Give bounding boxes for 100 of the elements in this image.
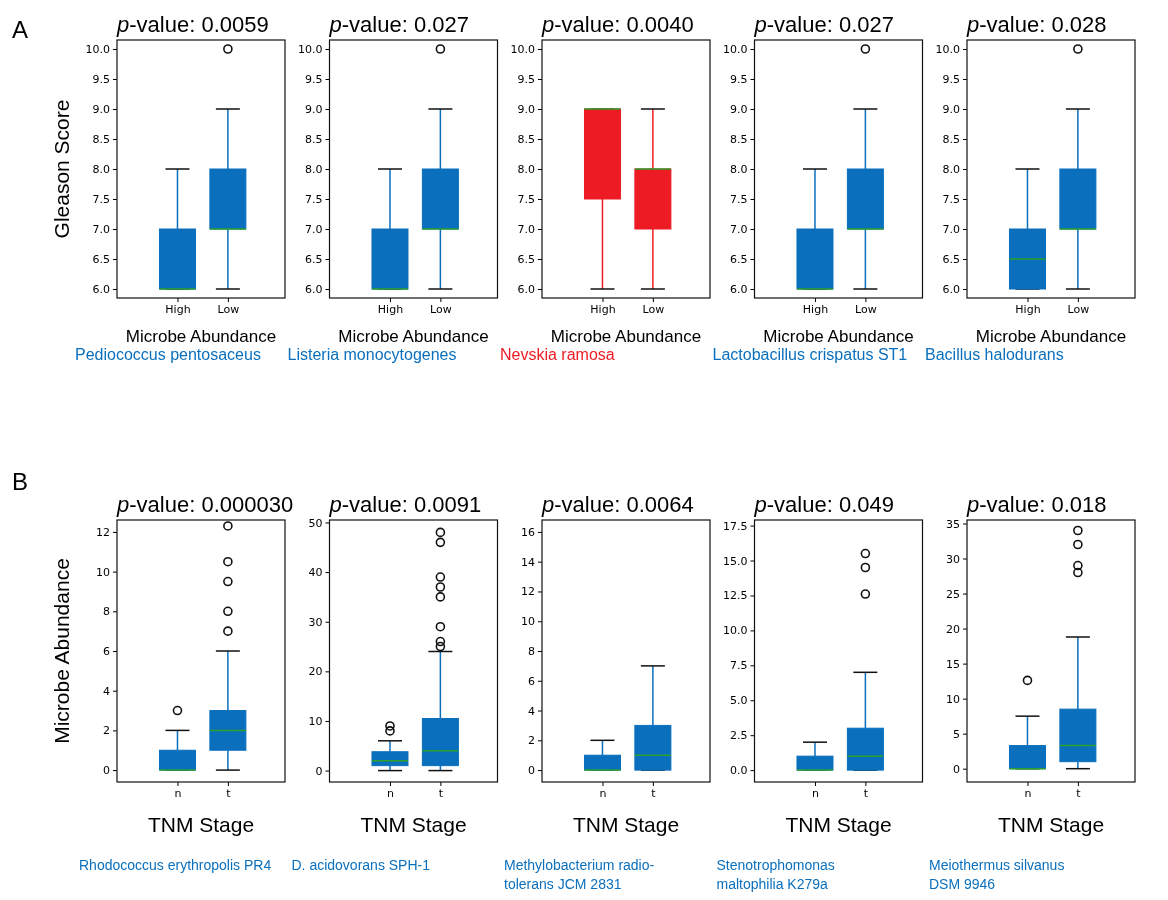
x-axis-title: Microbe Abundance xyxy=(763,327,914,346)
y-axis-title: Microbe Abundance xyxy=(50,558,73,744)
y-tick-label: 7.0 xyxy=(517,223,535,237)
y-tick-label: 10 xyxy=(521,615,535,629)
y-tick-label: 9.0 xyxy=(942,103,960,117)
y-tick-label: 15 xyxy=(946,657,960,671)
y-tick-label: 16 xyxy=(521,525,535,539)
y-tick-label: 8.5 xyxy=(92,133,110,147)
x-tick-label: High xyxy=(165,302,191,316)
text: Rhodococcus erythropolis PR4 xyxy=(79,857,272,873)
x-tick-label: t xyxy=(438,786,444,800)
chart-title: p-value: 0.0064 xyxy=(541,492,694,517)
y-tick-label: 9.5 xyxy=(517,73,535,87)
y-tick-label: 6.0 xyxy=(305,283,323,297)
y-tick-label: 6 xyxy=(103,645,110,659)
y-tick-label: 8 xyxy=(103,605,110,619)
y-tick-label: 4 xyxy=(103,684,110,698)
x-tick-label: t xyxy=(651,786,657,800)
x-axis-title: Microbe Abundance xyxy=(550,327,702,346)
x-tick-label: n xyxy=(811,786,819,800)
chart-title: p-value: 0.000030 xyxy=(116,492,294,517)
x-tick-label: Low xyxy=(642,302,665,316)
x-tick-label: High xyxy=(802,302,829,316)
chart-title: p-value: 0.049 xyxy=(753,492,894,517)
y-tick-label: 7.0 xyxy=(730,223,748,237)
x-axis-title: Microbe Abundance xyxy=(975,327,1127,346)
x-tick-label: High xyxy=(377,302,404,316)
y-tick-label: 10.0 xyxy=(723,43,748,57)
y-tick-label: 2.5 xyxy=(730,729,748,743)
x-tick-label: Low xyxy=(430,302,452,316)
y-tick-label: 10.0 xyxy=(723,624,748,638)
text: Bacillus halodurans xyxy=(925,346,1064,363)
y-tick-label: 6.0 xyxy=(92,283,110,297)
x-tick-label: t xyxy=(226,786,232,800)
y-tick-label: 17.5 xyxy=(723,519,748,533)
y-tick-label: 7.5 xyxy=(305,193,323,207)
y-tick-label: 4 xyxy=(528,704,535,718)
y-tick-label: 6.5 xyxy=(942,253,960,267)
y-tick-label: 25 xyxy=(946,587,960,601)
x-axis-title: TNM Stage xyxy=(785,813,892,836)
text: Nevskia ramosa xyxy=(500,346,615,363)
y-tick-label: 8.5 xyxy=(305,133,323,147)
y-tick-label: 9.5 xyxy=(942,73,960,87)
x-tick-label: Low xyxy=(217,302,240,316)
y-tick-label: 8.5 xyxy=(517,133,535,147)
y-tick-label: 20 xyxy=(308,665,323,679)
chart-title: p-value: 0.0091 xyxy=(328,492,482,517)
y-tick-label: 9.5 xyxy=(305,73,323,87)
y-tick-label: 7.0 xyxy=(305,223,323,237)
x-tick-label: Low xyxy=(1067,302,1090,316)
chart-title: p-value: 0.027 xyxy=(753,12,894,37)
y-tick-label: 10.0 xyxy=(935,43,960,57)
y-tick-label: 14 xyxy=(521,555,535,569)
y-tick-label: 7.5 xyxy=(92,193,110,207)
y-tick-label: 0.0 xyxy=(730,764,748,778)
text: Methylobacterium radio- tolerans JCM 2831 xyxy=(504,857,655,892)
y-tick-label: 7.5 xyxy=(730,193,748,207)
y-tick-label: 10.0 xyxy=(85,43,110,57)
chart-title: p-value: 0.018 xyxy=(966,492,1107,517)
y-tick-label: 9.0 xyxy=(517,103,535,117)
y-tick-label: 6.5 xyxy=(92,253,110,267)
text: Stenotrophomonas maltophilia K279a xyxy=(716,857,835,892)
x-tick-label: High xyxy=(590,302,616,316)
y-tick-label: 0 xyxy=(953,762,960,776)
y-tick-label: 7.5 xyxy=(730,659,748,673)
text: Meiothermus silvanus DSM 9946 xyxy=(929,857,1065,892)
chart-title: p-value: 0.0059 xyxy=(116,12,269,37)
y-tick-label: 10 xyxy=(946,692,960,706)
y-tick-label: 6.5 xyxy=(305,253,323,267)
y-tick-label: 6.5 xyxy=(730,253,748,267)
y-tick-label: 7.5 xyxy=(517,193,535,207)
y-tick-label: 8.0 xyxy=(517,163,535,177)
text: A xyxy=(12,16,29,43)
text: Listeria monocytogenes xyxy=(287,346,457,363)
x-tick-label: High xyxy=(1015,302,1041,316)
y-tick-label: 5.0 xyxy=(730,694,748,708)
y-tick-label: 6.0 xyxy=(517,283,535,297)
y-axis-title: Gleason Score xyxy=(50,99,73,239)
y-tick-label: 8.5 xyxy=(730,133,748,147)
y-tick-label: 12 xyxy=(521,585,535,599)
y-tick-label: 15.0 xyxy=(723,554,748,568)
y-tick-label: 6 xyxy=(528,674,535,688)
y-tick-label: 20 xyxy=(946,622,960,636)
x-tick-label: t xyxy=(1076,786,1082,800)
x-axis-title: TNM Stage xyxy=(147,813,255,836)
text: B xyxy=(12,468,29,495)
y-tick-label: 9.5 xyxy=(730,73,748,87)
y-tick-label: 12 xyxy=(96,525,110,539)
y-tick-label: 6.5 xyxy=(517,253,535,267)
y-tick-label: 7.5 xyxy=(942,193,960,207)
y-tick-label: 8.0 xyxy=(305,163,323,177)
y-tick-label: 6.0 xyxy=(942,283,960,297)
x-tick-label: n xyxy=(174,786,182,800)
y-tick-label: 0 xyxy=(103,764,110,778)
y-tick-label: 9.5 xyxy=(92,73,110,87)
y-tick-label: 10 xyxy=(96,565,110,579)
y-tick-label: 9.0 xyxy=(730,103,748,117)
x-axis-title: TNM Stage xyxy=(360,813,467,836)
y-tick-label: 9.0 xyxy=(305,103,323,117)
x-tick-label: t xyxy=(863,786,869,800)
